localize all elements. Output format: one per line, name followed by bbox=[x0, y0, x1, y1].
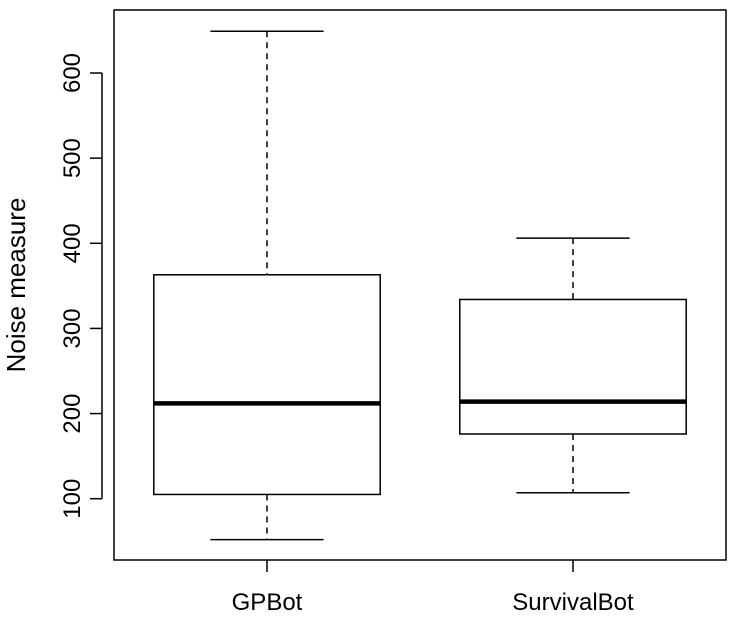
y-tick-label: 500 bbox=[59, 138, 86, 178]
interquartile-box bbox=[459, 298, 687, 435]
x-tick-label: GPBot bbox=[232, 589, 303, 616]
plot-frame bbox=[113, 9, 727, 561]
y-axis-title: Noise measure bbox=[1, 198, 31, 373]
y-tick-label: 300 bbox=[59, 308, 86, 348]
y-tick-label: 100 bbox=[59, 479, 86, 519]
box-survivalbot bbox=[459, 237, 687, 494]
interquartile-box bbox=[153, 274, 381, 496]
y-tick-label: 200 bbox=[59, 394, 86, 434]
y-tick-label: 600 bbox=[59, 53, 86, 93]
y-tick-label: 400 bbox=[59, 223, 86, 263]
x-tick-label: SurvivalBot bbox=[512, 589, 634, 616]
box-gpbot bbox=[153, 30, 381, 541]
